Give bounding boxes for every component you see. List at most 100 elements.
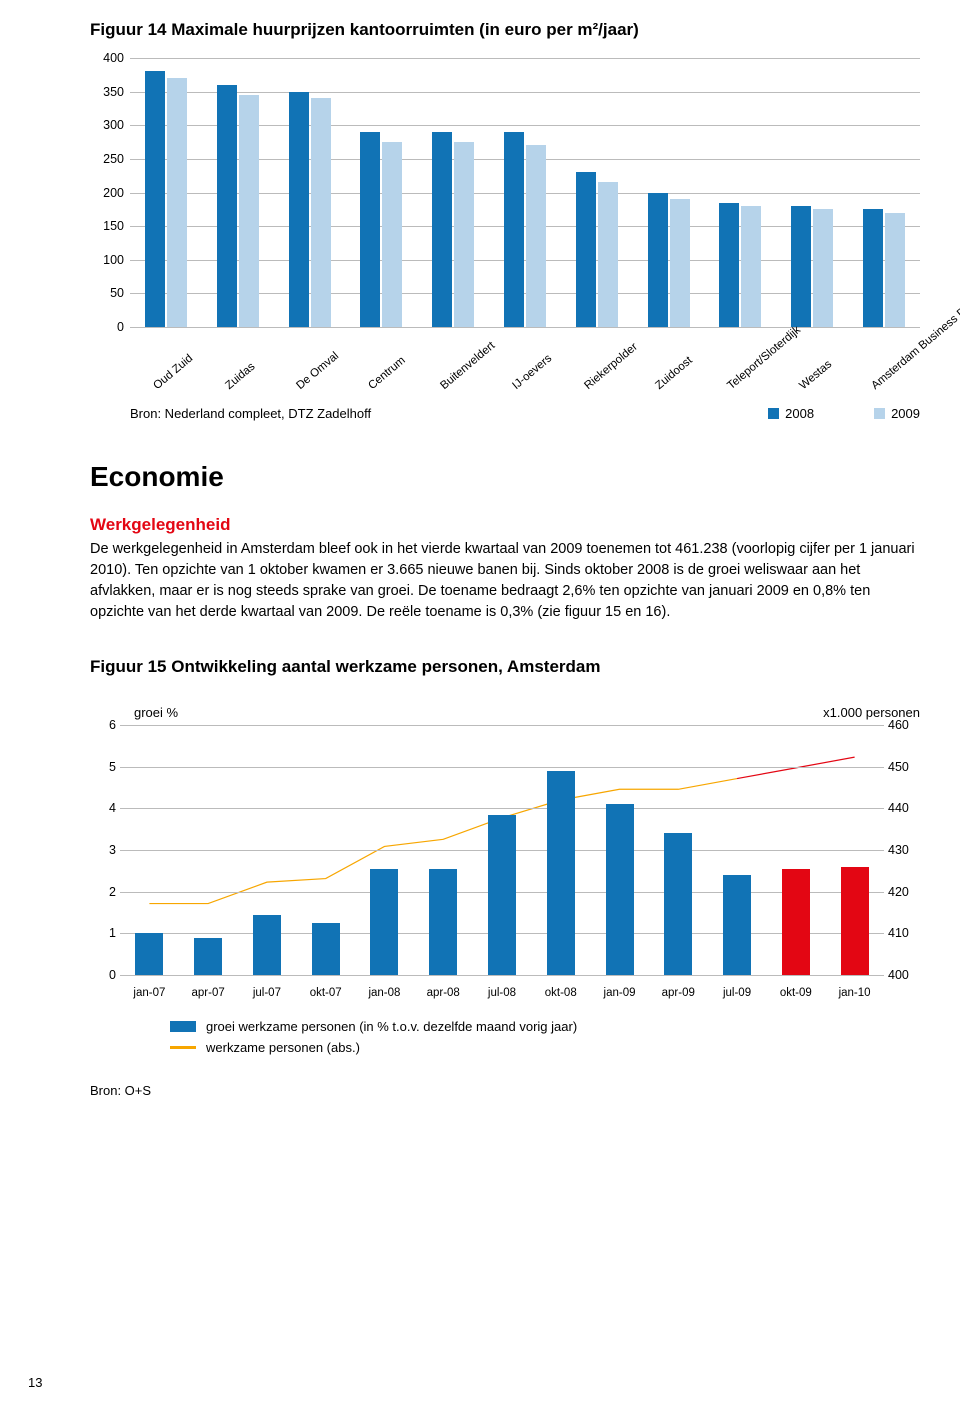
- fig15-title: Figuur 15 Ontwikkeling aantal werkzame p…: [90, 657, 920, 677]
- section-subheading: Werkgelegenheid: [90, 515, 920, 535]
- bar: [504, 132, 524, 327]
- bar: [194, 938, 222, 976]
- y-tick-left: 0: [96, 968, 116, 982]
- y-tick-label: 300: [90, 118, 124, 132]
- x-tick-label: jan-10: [825, 987, 884, 999]
- bar: [526, 145, 546, 327]
- y-tick-right: 410: [888, 926, 918, 940]
- fig14-source: Bron: Nederland compleet, DTZ Zadelhoff: [130, 406, 371, 421]
- x-tick-label: apr-07: [179, 987, 238, 999]
- fig15-legend-line: werkzame personen (abs.): [170, 1040, 360, 1055]
- y-tick-left: 1: [96, 926, 116, 940]
- fig14-title: Figuur 14 Maximale huurprijzen kantoorru…: [90, 20, 920, 40]
- y-tick-left: 3: [96, 843, 116, 857]
- x-tick-label: okt-08: [531, 987, 590, 999]
- y-tick-right: 430: [888, 843, 918, 857]
- bar: [217, 85, 237, 327]
- y-tick-label: 100: [90, 253, 124, 267]
- y-tick-label: 250: [90, 152, 124, 166]
- x-tick-label: Zuidoost: [654, 354, 696, 392]
- y-tick-right: 450: [888, 760, 918, 774]
- section-heading: Economie: [90, 461, 920, 493]
- x-tick-label: Centrum: [366, 354, 408, 392]
- y-tick-right: 440: [888, 801, 918, 815]
- fig15-legend: groei werkzame personen (in % t.o.v. dez…: [170, 1019, 920, 1055]
- bar: [576, 172, 596, 327]
- x-tick-label: Oud Zuid: [151, 352, 195, 392]
- x-tick-label: De Omval: [295, 350, 342, 392]
- y-tick-left: 4: [96, 801, 116, 815]
- bar: [360, 132, 380, 327]
- fig15-legend-bars: groei werkzame personen (in % t.o.v. dez…: [170, 1019, 577, 1034]
- bar: [606, 804, 634, 975]
- bar: [841, 867, 869, 975]
- x-tick-label: Westas: [797, 358, 834, 392]
- bar: [135, 933, 163, 975]
- x-tick-label: Riekerpolder: [582, 341, 640, 392]
- y-tick-right: 460: [888, 718, 918, 732]
- x-tick-label: okt-09: [766, 987, 825, 999]
- bar: [598, 182, 618, 327]
- y-tick-label: 200: [90, 186, 124, 200]
- y-tick-label: 400: [90, 51, 124, 65]
- bar: [547, 771, 575, 975]
- y-tick-right: 420: [888, 885, 918, 899]
- x-tick-label: Zuidas: [223, 361, 257, 392]
- y-tick-label: 50: [90, 286, 124, 300]
- x-tick-label: jul-08: [473, 987, 532, 999]
- y-tick-right: 400: [888, 968, 918, 982]
- fig14-legend: Bron: Nederland compleet, DTZ Zadelhoff …: [130, 406, 920, 421]
- bar: [145, 71, 165, 327]
- fig14-legend-2008: 2008: [768, 406, 814, 421]
- y-tick-label: 0: [90, 320, 124, 334]
- x-tick-label: jan-07: [120, 987, 179, 999]
- section-body: De werkgelegenheid in Amsterdam bleef oo…: [90, 539, 920, 623]
- fig15-chart: groei % x1.000 personen 0400141024203430…: [90, 695, 920, 1005]
- fig14-chart: 050100150200250300350400 Oud ZuidZuidasD…: [90, 58, 920, 398]
- bar: [370, 869, 398, 975]
- bar: [741, 206, 761, 327]
- bar: [311, 98, 331, 327]
- y-tick-label: 150: [90, 219, 124, 233]
- fig14-legend-2009: 2009: [874, 406, 920, 421]
- bar: [167, 78, 187, 327]
- bar: [488, 815, 516, 975]
- bar: [382, 142, 402, 327]
- y-tick-left: 5: [96, 760, 116, 774]
- bar: [885, 213, 905, 327]
- bar: [719, 203, 739, 327]
- bar: [723, 875, 751, 975]
- x-tick-label: jan-09: [590, 987, 649, 999]
- x-tick-label: jul-09: [708, 987, 767, 999]
- x-tick-label: apr-09: [649, 987, 708, 999]
- y-tick-left: 2: [96, 885, 116, 899]
- bar: [454, 142, 474, 327]
- y-tick-label: 350: [90, 85, 124, 99]
- x-tick-label: apr-08: [414, 987, 473, 999]
- x-tick-label: jul-07: [238, 987, 297, 999]
- x-tick-label: okt-07: [296, 987, 355, 999]
- bar: [239, 95, 259, 327]
- y-tick-left: 6: [96, 718, 116, 732]
- bar: [648, 193, 668, 328]
- bar: [253, 915, 281, 975]
- x-tick-label: IJ-oevers: [510, 352, 554, 392]
- x-tick-label: jan-08: [355, 987, 414, 999]
- bar: [664, 833, 692, 975]
- page-number: 13: [28, 1375, 42, 1390]
- bar: [670, 199, 690, 327]
- legend-label: werkzame personen (abs.): [206, 1040, 360, 1055]
- fig15-source: Bron: O+S: [90, 1083, 920, 1098]
- bar: [782, 869, 810, 975]
- bar: [791, 206, 811, 327]
- bar: [863, 209, 883, 327]
- bar: [813, 209, 833, 327]
- legend-label: 2009: [891, 406, 920, 421]
- legend-label: groei werkzame personen (in % t.o.v. dez…: [206, 1019, 577, 1034]
- left-axis-title: groei %: [134, 705, 178, 720]
- bar: [289, 92, 309, 327]
- legend-label: 2008: [785, 406, 814, 421]
- bar: [429, 869, 457, 975]
- bar: [432, 132, 452, 327]
- bar: [312, 923, 340, 975]
